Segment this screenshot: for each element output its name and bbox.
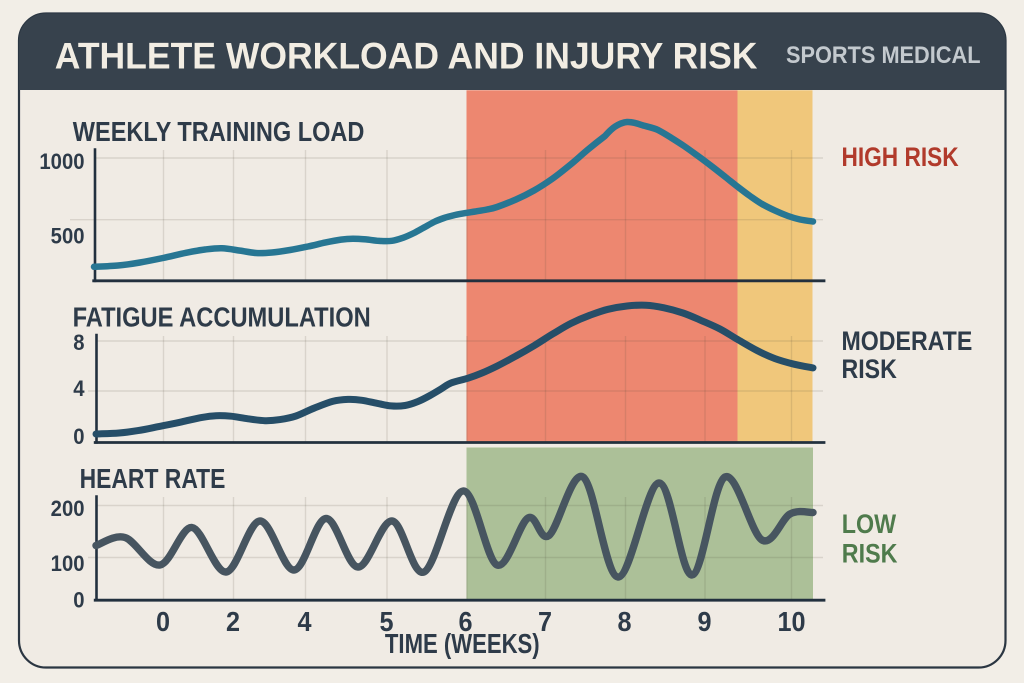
svg-text:4: 4 <box>297 606 311 638</box>
svg-text:HIGH RISK: HIGH RISK <box>842 142 959 172</box>
svg-text:8: 8 <box>617 606 631 638</box>
svg-text:SPORTS MEDICAL: SPORTS MEDICAL <box>786 41 981 68</box>
svg-text:RISK: RISK <box>842 354 897 384</box>
svg-text:FATIGUE ACCUMULATION: FATIGUE ACCUMULATION <box>73 303 371 333</box>
svg-text:LOW: LOW <box>842 509 897 539</box>
svg-text:HEART RATE: HEART RATE <box>80 464 226 495</box>
svg-text:0: 0 <box>73 589 84 613</box>
svg-text:TIME (WEEKS): TIME (WEEKS) <box>385 628 540 659</box>
svg-text:100: 100 <box>51 552 85 576</box>
svg-text:RISK: RISK <box>842 539 898 569</box>
svg-text:500: 500 <box>51 225 85 249</box>
svg-text:8: 8 <box>73 331 85 355</box>
svg-text:7: 7 <box>538 606 552 638</box>
svg-text:2: 2 <box>226 606 240 638</box>
svg-text:0: 0 <box>73 425 84 449</box>
svg-text:WEEKLY TRAINING LOAD: WEEKLY TRAINING LOAD <box>73 117 365 147</box>
svg-text:ATHLETE WORKLOAD AND INJURY RI: ATHLETE WORKLOAD AND INJURY RISK <box>55 34 758 76</box>
svg-text:6: 6 <box>458 606 472 638</box>
svg-text:4: 4 <box>73 377 85 401</box>
svg-text:200: 200 <box>51 497 85 521</box>
svg-text:0: 0 <box>156 606 170 638</box>
svg-text:5: 5 <box>379 606 393 638</box>
svg-text:1000: 1000 <box>39 150 84 174</box>
svg-text:9: 9 <box>697 606 711 638</box>
svg-text:10: 10 <box>777 606 805 638</box>
svg-text:MODERATE: MODERATE <box>842 326 973 356</box>
